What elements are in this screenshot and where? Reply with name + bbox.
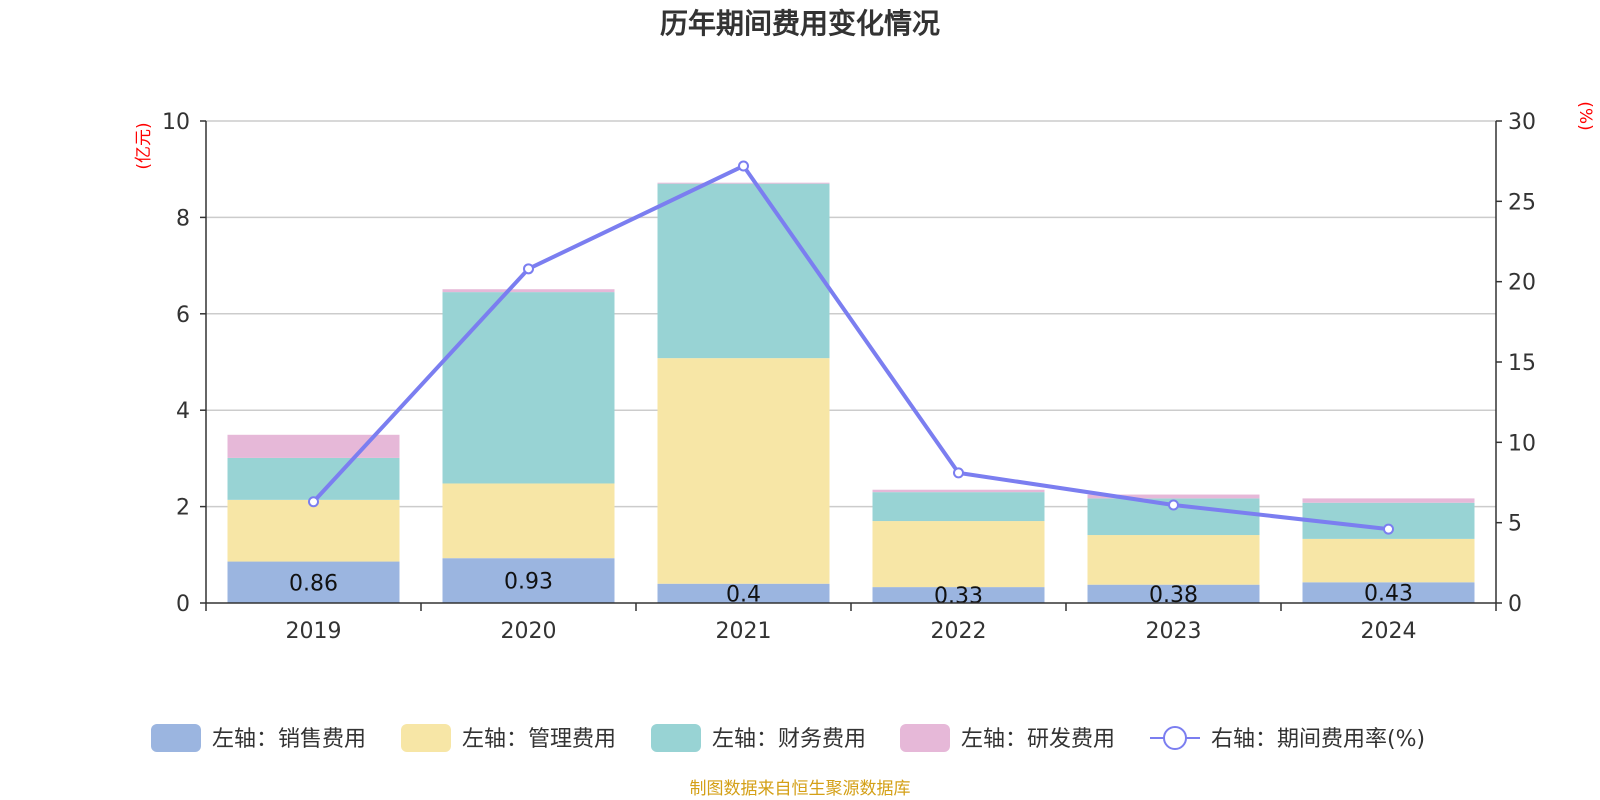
bar-admin-2022 xyxy=(872,521,1045,588)
left-tick-label: 2 xyxy=(176,496,190,521)
x-tick-label: 2022 xyxy=(931,619,987,644)
right-tick-label: 20 xyxy=(1508,271,1536,296)
gridlines xyxy=(206,120,1496,508)
right-tick-label: 25 xyxy=(1508,190,1536,215)
legend-label-finance: 左轴：财务费用 xyxy=(712,727,866,752)
bar-sales-2020 xyxy=(442,558,615,603)
x-tick-label: 2023 xyxy=(1146,619,1202,644)
data-label-sales: 0.93 xyxy=(504,570,553,595)
bar-admin-2019 xyxy=(227,499,400,562)
legend-swatch-marker xyxy=(1163,726,1187,750)
left-tick-label: 0 xyxy=(176,592,190,617)
right-tick-label: 0 xyxy=(1508,592,1522,617)
bar-rd-2024 xyxy=(1302,498,1475,503)
legend-swatch-sales xyxy=(151,724,201,752)
legend-label-sales: 左轴：销售费用 xyxy=(212,727,366,752)
bar-sales-2019 xyxy=(227,561,400,603)
bar-rd-2023 xyxy=(1087,494,1260,499)
legend-swatch-admin xyxy=(401,724,451,752)
rate-point-2023 xyxy=(1168,499,1179,511)
legend-label-rd: 左轴：研发费用 xyxy=(961,727,1115,752)
x-tick-label: 2020 xyxy=(501,619,557,644)
bar-admin-2020 xyxy=(442,483,615,559)
bar-rd-2021 xyxy=(657,182,830,184)
x-tick-label: 2019 xyxy=(286,619,342,644)
axes: 0 2 4 6 8 10 0 5 10 15 20 25 30 2019 2020 2021 2022 2023 2… xyxy=(162,110,1536,644)
rate-line-series xyxy=(308,160,1394,535)
bar-finance-2021 xyxy=(657,183,830,359)
right-tick-label: 30 xyxy=(1508,110,1536,135)
bar-admin-2024 xyxy=(1302,538,1475,583)
x-tick-label: 2024 xyxy=(1361,619,1417,644)
rate-point-2022 xyxy=(953,467,964,479)
rate-line xyxy=(312,163,1389,532)
chart-title: 历年期间费用变化情况 xyxy=(660,7,940,40)
legend-swatch-finance xyxy=(651,724,701,752)
bar-sales-2023 xyxy=(1087,584,1260,603)
bar-finance-2019 xyxy=(227,457,400,500)
rate-point-2024 xyxy=(1383,523,1394,535)
data-label-sales: 0.33 xyxy=(934,584,983,609)
left-tick-label: 8 xyxy=(176,206,190,231)
rate-point-2021 xyxy=(738,160,749,172)
bar-rd-2020 xyxy=(442,289,615,293)
bar-admin-2021 xyxy=(657,358,830,584)
right-tick-label: 15 xyxy=(1508,351,1536,376)
x-tick-label: 2021 xyxy=(716,619,772,644)
bar-rd-2019 xyxy=(227,434,400,458)
bar-finance-2020 xyxy=(442,292,615,484)
bar-admin-2023 xyxy=(1087,535,1260,585)
bar-labels: 0.86 0.930.4 0.33 0.38 0.43 xyxy=(289,570,1413,609)
bar-finance-2022 xyxy=(872,492,1045,522)
legend-swatch-rd xyxy=(900,724,950,752)
right-tick-label: 10 xyxy=(1508,431,1536,456)
source-note: 制图数据来自恒生聚源数据库 xyxy=(690,779,911,799)
bar-sales-2022 xyxy=(872,587,1045,603)
left-tick-label: 6 xyxy=(176,303,190,328)
bar-sales-2021 xyxy=(657,583,830,603)
right-axis-unit: (%) xyxy=(1575,101,1595,130)
rate-point-2019 xyxy=(308,496,319,508)
left-axis-unit: (亿元) xyxy=(134,122,154,169)
left-tick-label: 4 xyxy=(176,399,190,424)
legend-label-admin: 左轴：管理费用 xyxy=(462,727,616,752)
bar-sales-2024 xyxy=(1302,582,1475,603)
bar-rd-2022 xyxy=(872,489,1045,493)
bar-series xyxy=(227,182,1475,603)
legend: 左轴：销售费用 左轴：管理费用 左轴：财务费用 左轴：研发费用 右轴：期间费用率(%) xyxy=(151,724,1425,752)
data-label-sales: 0.38 xyxy=(1149,583,1198,608)
data-label-sales: 0.86 xyxy=(289,571,338,596)
left-tick-label: 10 xyxy=(162,110,190,135)
right-tick-label: 5 xyxy=(1508,512,1522,537)
legend-label-rate_line: 右轴：期间费用率(%) xyxy=(1211,727,1425,752)
rate-point-2020 xyxy=(523,263,534,275)
